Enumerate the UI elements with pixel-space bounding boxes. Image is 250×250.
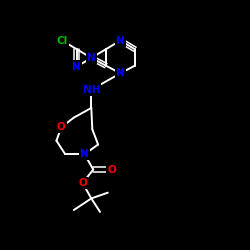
Text: O: O — [107, 164, 116, 174]
Text: N: N — [80, 149, 89, 159]
Text: Cl: Cl — [56, 36, 68, 46]
Text: N: N — [116, 36, 125, 46]
Text: N: N — [72, 62, 81, 72]
Text: O: O — [78, 178, 87, 188]
Text: N: N — [87, 53, 96, 63]
Text: O: O — [57, 122, 66, 132]
Text: N: N — [116, 68, 125, 78]
Text: NH: NH — [82, 85, 100, 95]
